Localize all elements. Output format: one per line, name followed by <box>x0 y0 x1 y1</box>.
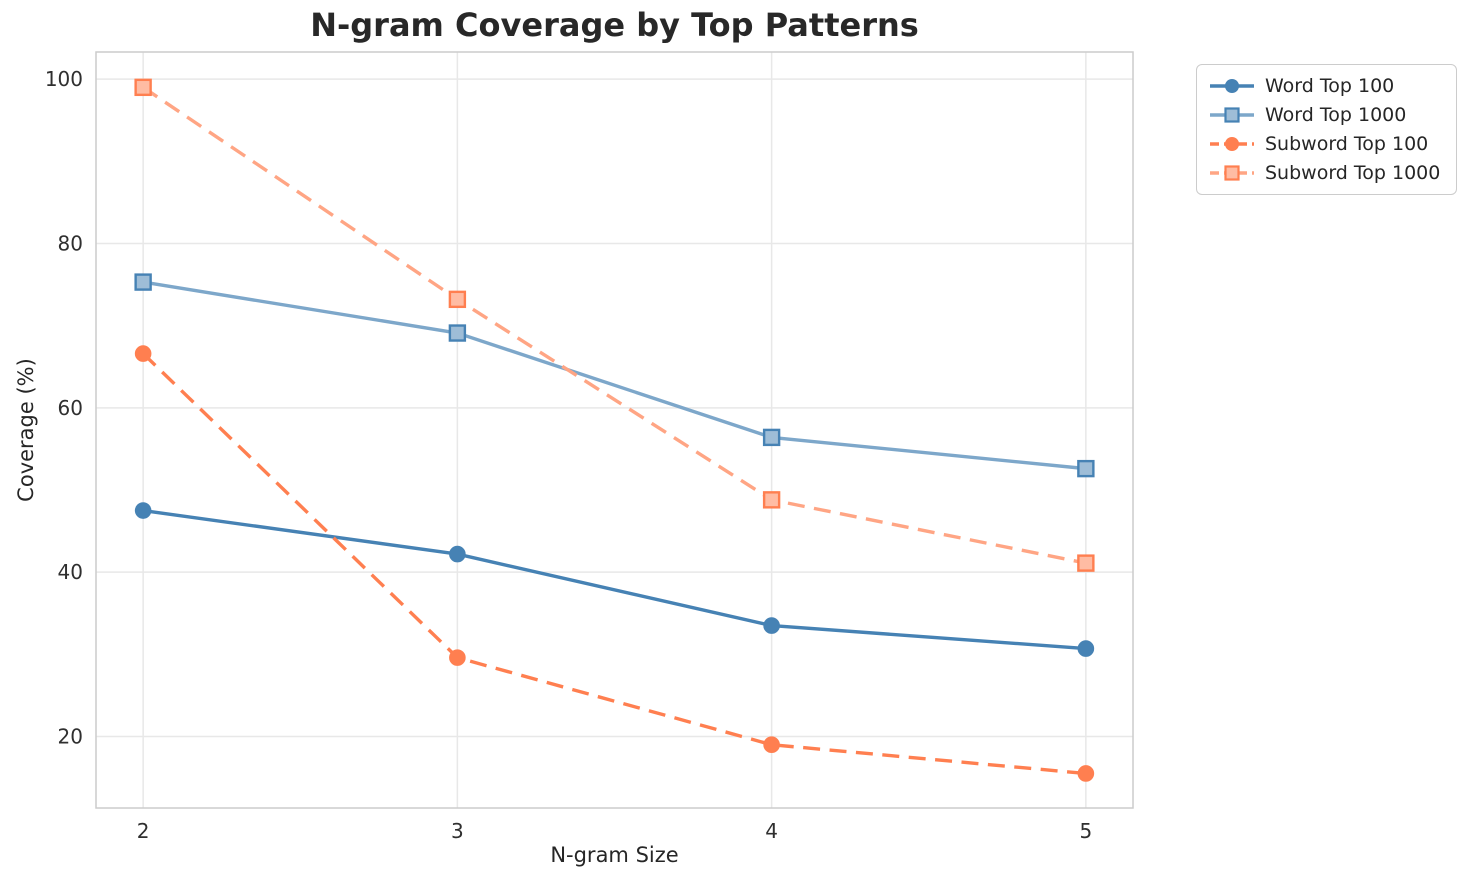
marker-subword-top-1000-x3 <box>448 290 467 309</box>
marker-subword-top-1000-x4 <box>762 491 781 509</box>
marker-word-top-100-x4 <box>763 617 780 634</box>
y-tick-label: 40 <box>58 560 83 584</box>
legend-swatch-word-top-100 <box>1210 79 1254 93</box>
y-tick-label: 80 <box>58 231 83 255</box>
legend: Word Top 100 Word Top 1000 Subword Top 100… <box>1196 64 1458 195</box>
marker-word-top-100-x3 <box>449 545 466 563</box>
legend-swatch-word-top-1000 <box>1210 107 1254 123</box>
marker-subword-top-1000-x5 <box>1077 554 1095 572</box>
marker-subword-top-100-x4 <box>763 736 780 754</box>
plot-border <box>95 51 1134 809</box>
x-tick-label: 3 <box>451 819 464 843</box>
chart-title: N-gram Coverage by Top Patterns <box>310 6 919 44</box>
series-line-subword-top-100 <box>141 352 1087 776</box>
marker-subword-top-1000-x2 <box>134 78 152 97</box>
legend-item-subword-top-1000: Subword Top 1000 <box>1209 162 1440 184</box>
marker-word-top-1000-x2 <box>134 273 152 291</box>
legend-item-subword-top-100: Subword Top 100 <box>1209 133 1440 155</box>
legend-label: Subword Top 1000 <box>1265 162 1441 184</box>
x-tick-label: 5 <box>1079 819 1092 843</box>
marker-word-top-1000-x4 <box>762 428 781 447</box>
marker-subword-top-100-x5 <box>1077 765 1095 782</box>
x-tick-label: 2 <box>137 819 150 843</box>
marker-word-top-100-x5 <box>1077 640 1095 657</box>
marker-subword-top-100-x2 <box>134 345 152 362</box>
legend-swatch-subword-top-1000 <box>1210 165 1254 181</box>
marker-word-top-1000-x5 <box>1077 459 1095 478</box>
x-axis-label: N-gram Size <box>550 843 679 867</box>
legend-swatch-subword-top-100 <box>1210 137 1254 151</box>
series-line-word-top-1000 <box>142 280 1087 471</box>
legend-item-word-top-100: Word Top 100 <box>1209 75 1440 97</box>
x-tick-label: 4 <box>765 819 778 843</box>
legend-label: Word Top 1000 <box>1265 104 1407 126</box>
y-tick-label: 60 <box>58 396 83 420</box>
series-line-subword-top-1000 <box>142 85 1087 565</box>
y-tick-label: 100 <box>45 67 83 91</box>
y-tick-label: 20 <box>58 725 83 749</box>
legend-label: Word Top 100 <box>1265 75 1395 97</box>
marker-word-top-1000-x3 <box>448 324 467 342</box>
series-line-word-top-100 <box>142 508 1086 651</box>
marker-word-top-100-x2 <box>134 502 152 519</box>
legend-label: Subword Top 100 <box>1265 133 1429 155</box>
marker-subword-top-100-x3 <box>449 649 466 666</box>
legend-item-word-top-1000: Word Top 1000 <box>1209 104 1440 126</box>
